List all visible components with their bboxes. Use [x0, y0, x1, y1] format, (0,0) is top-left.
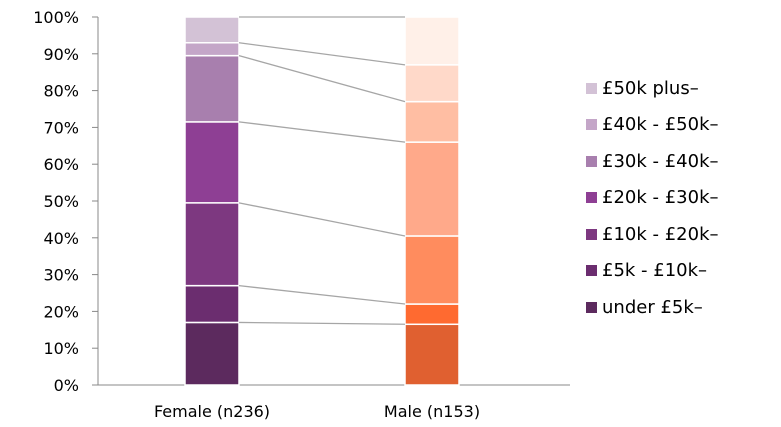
series-line [238, 121, 406, 143]
legend-swatch [586, 228, 597, 240]
series-line [238, 284, 406, 305]
bar-segment [184, 202, 240, 287]
y-tick-label: 70% [43, 118, 79, 137]
legend-item: £40k - £50k– [586, 107, 719, 144]
legend: £50k plus– £40k - £50k– £30k - £40k– £20k -… [586, 70, 719, 326]
bar-segment [404, 64, 460, 103]
y-tick-label: 80% [43, 82, 79, 101]
legend-item: £10k - £20k– [586, 216, 719, 253]
y-tick-label: 60% [43, 155, 79, 174]
legend-item: £5k - £10k– [586, 253, 719, 290]
series-line [238, 42, 406, 66]
legend-item: £20k - £30k– [586, 180, 719, 217]
legend-label: £50k plus– [602, 77, 699, 99]
legend-swatch [586, 82, 597, 94]
x-category-label: Female (n236) [154, 402, 270, 421]
bar-segment [404, 141, 460, 237]
bar-segment [184, 42, 240, 57]
legend-item: under £5k– [586, 289, 719, 326]
legend-swatch [586, 155, 597, 167]
bar-segment [404, 323, 460, 386]
bar-segment [184, 321, 240, 386]
legend-swatch [586, 192, 597, 204]
bar-segment [404, 100, 460, 143]
bar-segment [184, 284, 240, 324]
y-tick-label: 50% [43, 192, 79, 211]
legend-label: £5k - £10k– [602, 260, 708, 282]
legend-label: £30k - £40k– [602, 150, 719, 172]
y-tick-label: 0% [54, 376, 79, 395]
y-tick-label: 40% [43, 229, 79, 248]
legend-item: £50k plus– [586, 70, 719, 107]
legend-label: £40k - £50k– [602, 114, 719, 136]
bar-segment [404, 303, 460, 326]
legend-item: £30k - £40k– [586, 143, 719, 180]
y-tick-label: 10% [43, 339, 79, 358]
x-category-label: Male (n153) [384, 402, 480, 421]
bar-segment [404, 235, 460, 305]
y-tick-label: 20% [43, 302, 79, 321]
legend-label: £10k - £20k– [602, 223, 719, 245]
legend-label: under £5k– [602, 296, 703, 318]
series-line [238, 202, 406, 237]
series-line [238, 321, 406, 325]
legend-swatch [586, 265, 597, 277]
legend-label: £20k - £30k– [602, 187, 719, 209]
legend-swatch [586, 119, 597, 131]
bar-segment [404, 16, 460, 66]
bar-segment [184, 54, 240, 123]
y-tick-label: 30% [43, 266, 79, 285]
legend-swatch [586, 301, 597, 313]
bar-segment [184, 121, 240, 204]
y-tick-label: 100% [33, 8, 79, 27]
y-tick-label: 90% [43, 45, 79, 64]
series-line [238, 55, 406, 103]
bar-segment [184, 16, 240, 44]
